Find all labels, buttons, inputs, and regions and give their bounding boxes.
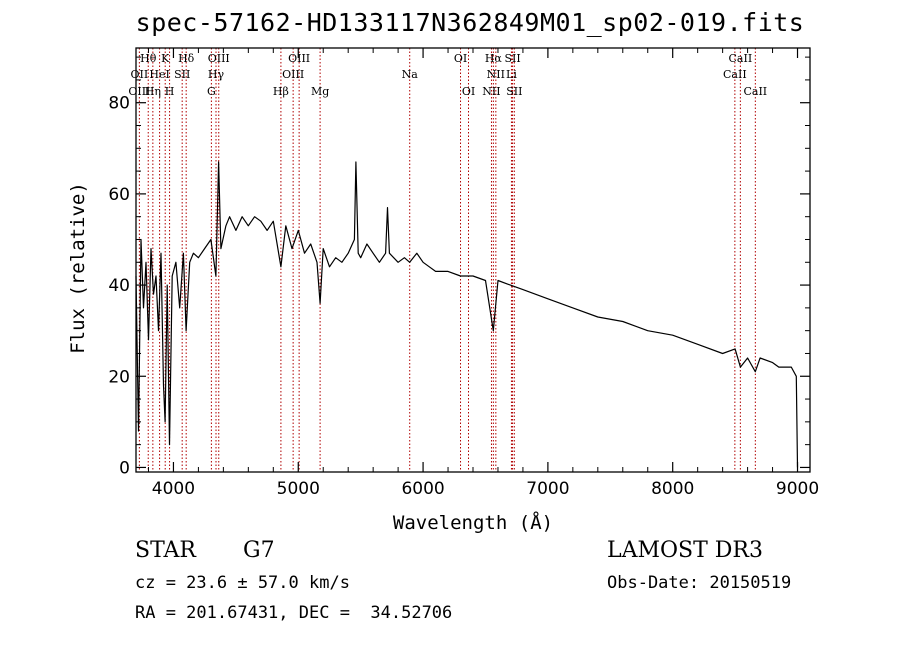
line-label: OIII [288,52,310,65]
ra-dec: RA = 201.67431, DEC = 34.52706 [135,603,453,623]
y-tick-label: 0 [119,458,130,478]
line-label: H [165,85,175,98]
line-label: OIII [282,68,304,81]
line-label: Hγ [208,68,225,81]
line-label: OII [131,68,149,81]
line-label: Hα [485,52,503,65]
line-label: NII [487,68,505,81]
x-tick-label: 7000 [526,479,569,499]
line-label: HeI [149,68,169,81]
line-label: OIII [208,52,230,65]
spectrum-series [135,161,799,468]
line-label: Hβ [273,85,289,98]
star-class: STAR [135,538,196,563]
line-label: Na [402,68,419,81]
y-axis-label: Flux (relative) [67,182,89,354]
line-label: SII [174,68,190,81]
emission-line-markers [138,48,756,472]
spectrum-line [135,161,799,468]
y-tick-label: 20 [108,367,130,387]
line-label: G [207,85,216,98]
y-tick-label: 40 [108,276,130,296]
x-tick-label: 5000 [277,479,320,499]
line-label: Hη [145,85,161,98]
star-subclass: G7 [243,538,275,563]
line-label: CaII [743,85,767,98]
chart-title: spec-57162-HD133117N362849M01_sp02-019.f… [135,8,805,37]
line-label: Hδ [178,52,195,65]
survey-name: LAMOST DR3 [607,538,763,563]
plot-frame [135,47,811,473]
x-tick-label: 6000 [401,479,444,499]
y-tick-label: 80 [108,94,130,114]
x-tick-label: 9000 [776,479,819,499]
line-label: SII [504,52,520,65]
line-label: Hθ [140,52,157,65]
line-label: CaII [729,52,753,65]
line-label: Mg [311,85,329,98]
line-label: Li [506,68,517,81]
x-tick-label: 8000 [651,479,694,499]
obs-date: Obs-Date: 20150519 [607,573,792,593]
line-label: CaII [723,68,747,81]
redshift-cz: cz = 23.6 ± 57.0 km/s [135,573,350,593]
y-tick-label: 60 [108,185,130,205]
y-axis-ticks: 0 20 40 60 80 [108,56,810,478]
line-label: OI [454,52,467,65]
line-label: SII [506,85,522,98]
x-tick-label: 4000 [152,479,195,499]
line-label: OIII [128,85,150,98]
line-label: K [161,52,170,65]
line-label: NII [482,85,500,98]
x-axis-ticks: 4000 5000 6000 7000 8000 9000 [147,48,819,499]
line-label: OI [462,85,475,98]
x-axis-label: Wavelength (Å) [393,511,553,534]
